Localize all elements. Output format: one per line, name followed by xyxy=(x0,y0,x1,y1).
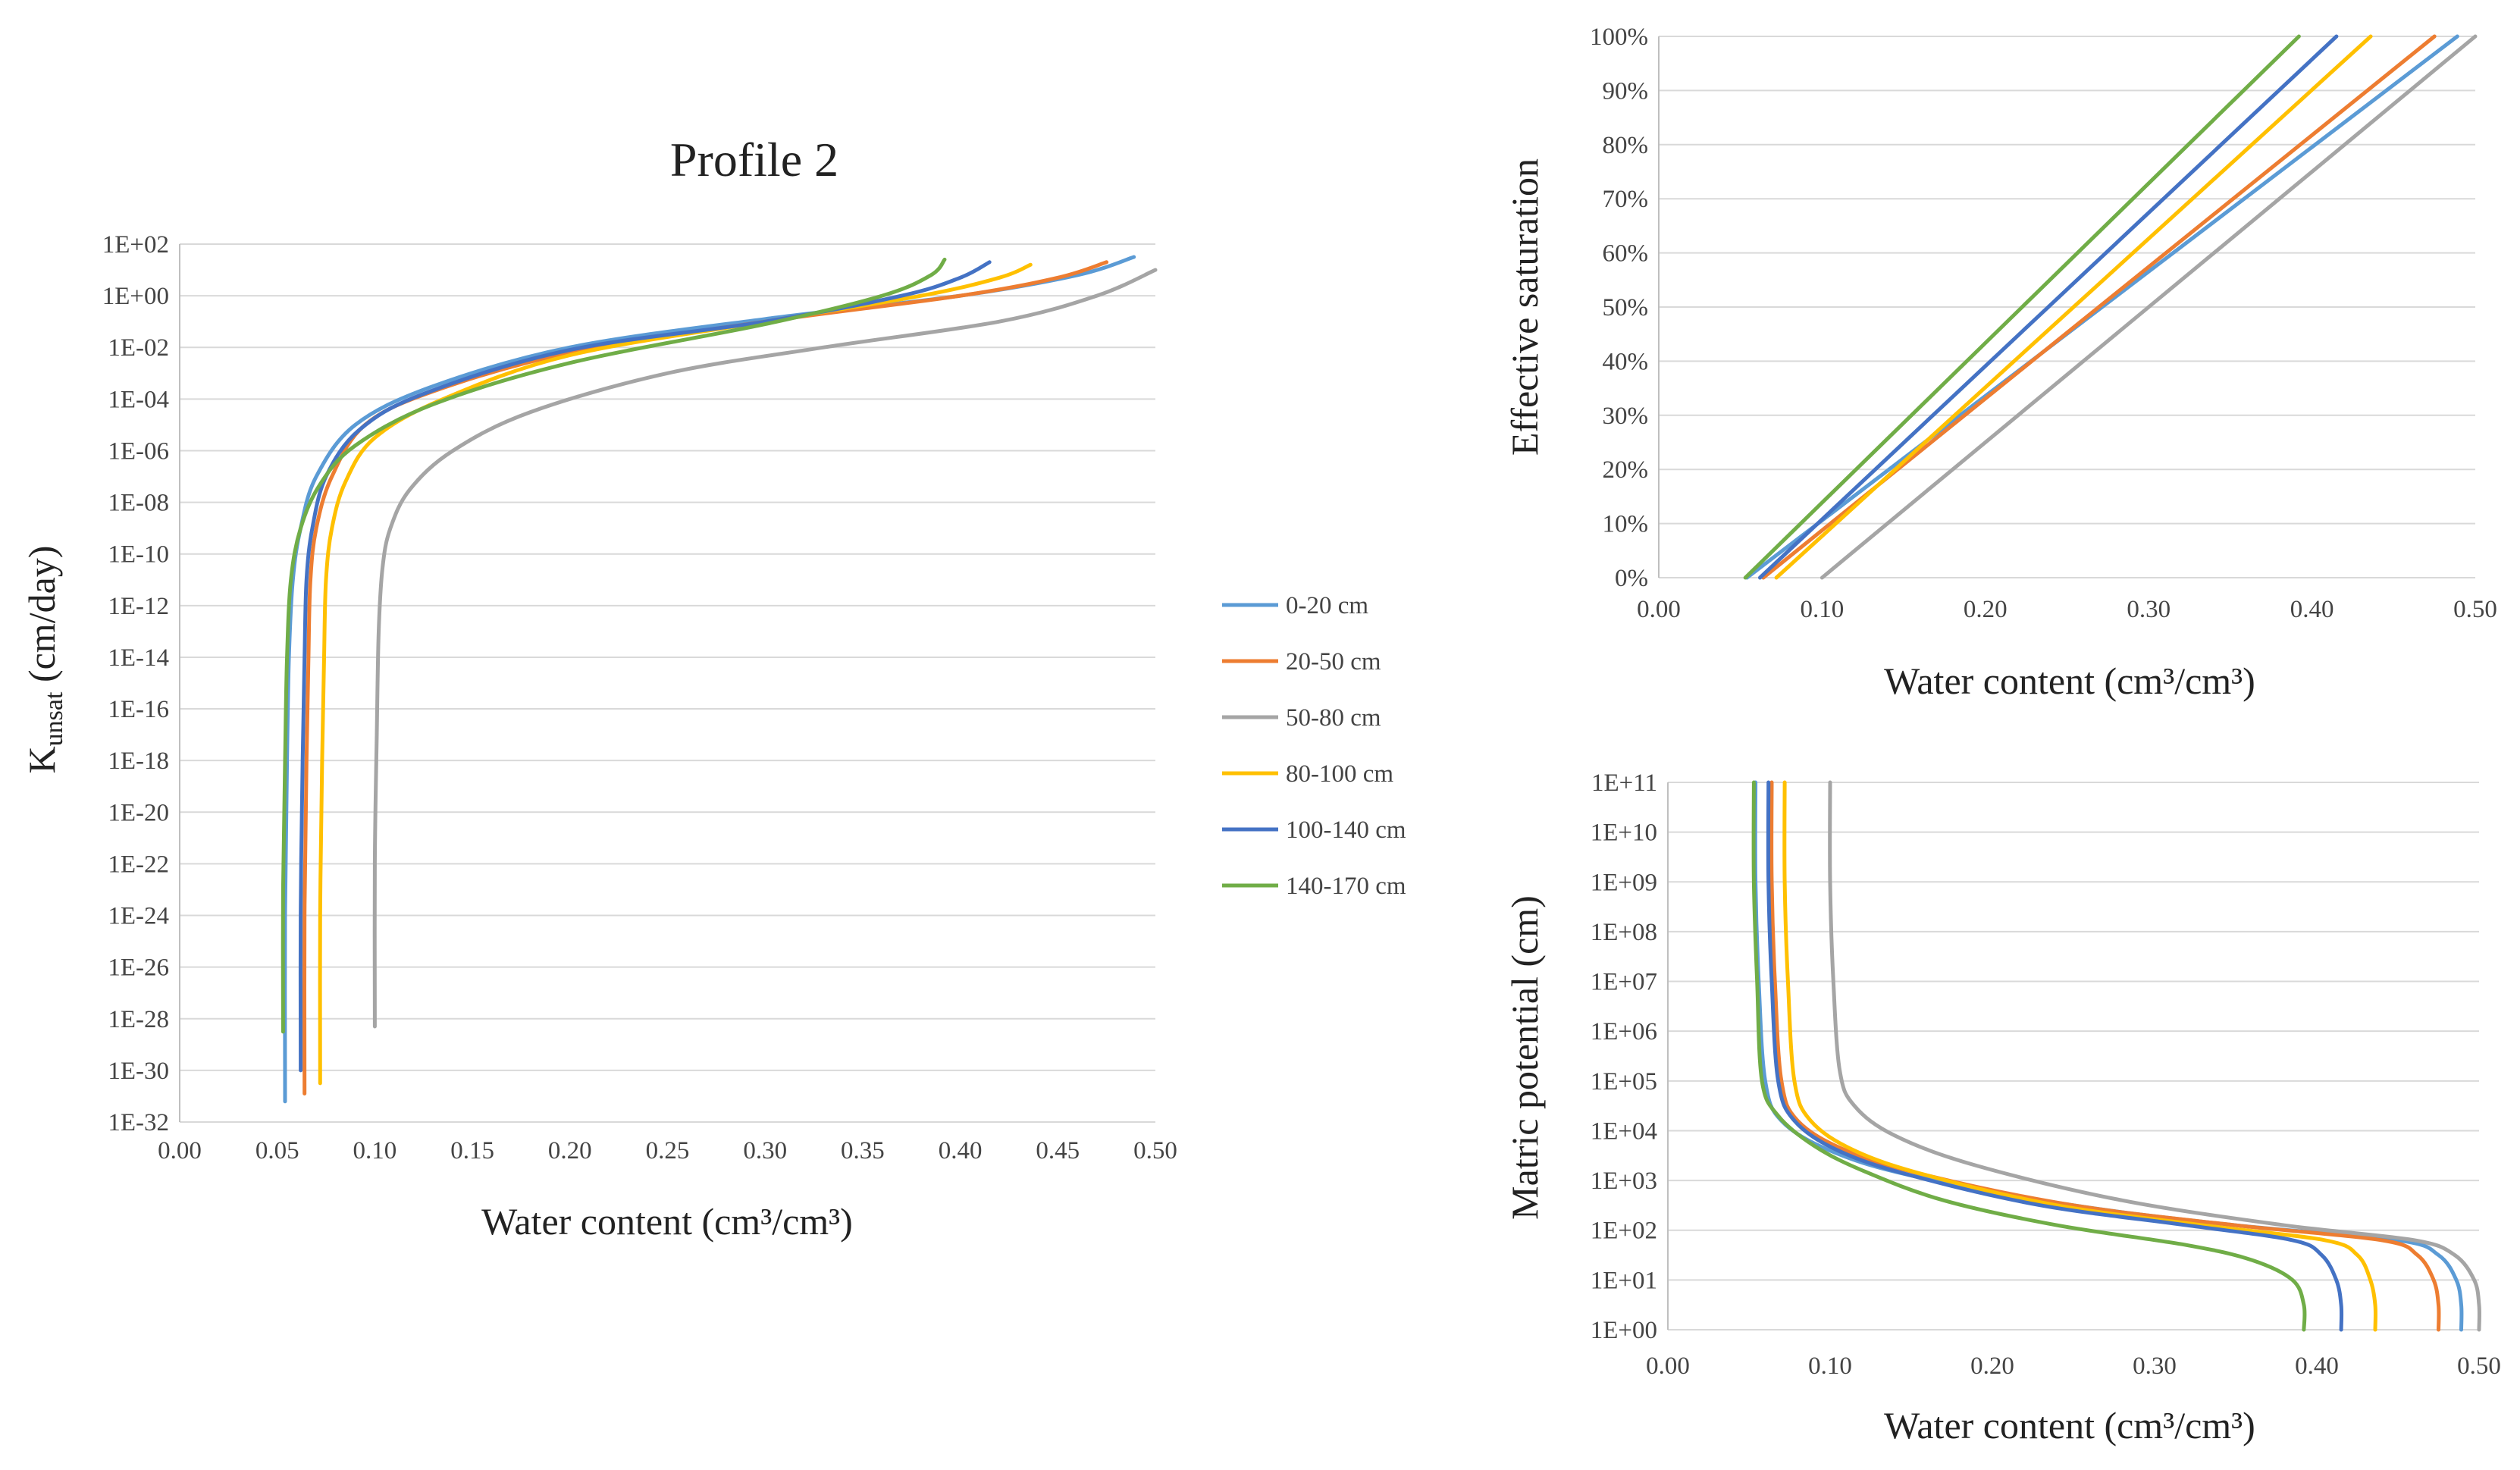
k-x-tick-label: 0.35 xyxy=(841,1137,885,1164)
legend: 0-20 cm 20-50 cm 50-80 cm 80-100 cm 100-140 … xyxy=(1222,592,1406,900)
se-x-tick-label: 0.30 xyxy=(2127,596,2171,623)
mp-y-axis-title: Matric potential (cm) xyxy=(1503,895,1546,1220)
se-x-tick-label: 0.40 xyxy=(2290,596,2334,623)
k-y-tick-label: 1E+00 xyxy=(102,283,169,310)
legend-label-80-100-cm: 80-100 cm xyxy=(1286,760,1393,788)
k-y-tick-label: 1E-04 xyxy=(108,386,169,413)
mp-series-100-140-cm xyxy=(1766,780,2344,1332)
se-y-tick-label: 20% xyxy=(1603,456,1649,484)
se-y-tick-label: 70% xyxy=(1603,186,1649,213)
se-y-tick-label: 0% xyxy=(1615,565,1648,592)
mp-y-tick-label: 1E+00 xyxy=(1591,1317,1657,1344)
mp-series-80-100-cm xyxy=(1782,780,2377,1332)
se-x-tick-label: 0.50 xyxy=(2453,596,2497,623)
k-unsat-chart: Profile 2 1E-32 1E-30 1E-28 1E-26 1E-24 1E-22… xyxy=(20,133,1177,1243)
k-x-tick-label: 0.10 xyxy=(353,1137,397,1164)
legend-label-50-80-cm: 50-80 cm xyxy=(1286,704,1381,732)
k-x-tick-label: 0.30 xyxy=(743,1137,787,1164)
matric-potential-chart: 1E+00 1E+01 1E+02 1E+03 1E+04 1E+05 1E+06 1E+07… xyxy=(1503,769,2501,1446)
se-x-tick-label: 0.00 xyxy=(1637,596,1681,623)
k-x-tick-label: 0.40 xyxy=(939,1137,983,1164)
mp-x-tick-label: 0.30 xyxy=(2133,1352,2177,1380)
mp-y-tick-label: 1E+05 xyxy=(1591,1068,1657,1095)
k-y-tick-label: 1E-20 xyxy=(108,799,169,826)
mp-x-tick-label: 0.00 xyxy=(1646,1352,1690,1380)
mp-x-tick-label: 0.20 xyxy=(1970,1352,2014,1380)
k-y-tick-label: 1E-06 xyxy=(108,437,169,465)
se-y-tick-label: 90% xyxy=(1603,77,1649,105)
se-y-tick-label: 30% xyxy=(1603,403,1649,430)
legend-label-0-20-cm: 0-20 cm xyxy=(1286,592,1368,619)
k-series-20-50-cm xyxy=(302,260,1109,1095)
k-y-tick-label: 1E-24 xyxy=(108,903,169,930)
k-x-tick-label: 0.25 xyxy=(646,1137,690,1164)
legend-label-100-140-cm: 100-140 cm xyxy=(1286,816,1406,844)
k-x-tick-label: 0.45 xyxy=(1036,1137,1080,1164)
mp-y-tick-label: 1E+08 xyxy=(1591,919,1657,946)
k-x-tick-label: 0.50 xyxy=(1133,1137,1177,1164)
se-x-axis-title: Water content (cm³/cm³) xyxy=(1884,660,2255,702)
mp-y-tick-label: 1E+09 xyxy=(1591,869,1657,896)
mp-y-tick-label: 1E+03 xyxy=(1591,1168,1657,1195)
se-series-100-140-cm xyxy=(1758,34,2339,580)
legend-label-20-50-cm: 20-50 cm xyxy=(1286,648,1381,675)
mp-series-140-170-cm xyxy=(1751,780,2307,1332)
se-y-axis-title: Effective saturation xyxy=(1503,158,1546,456)
mp-series-0-20-cm xyxy=(1753,780,2464,1332)
k-y-tick-label: 1E-08 xyxy=(108,490,169,517)
k-y-tick-label: 1E-26 xyxy=(108,954,169,982)
se-x-tick-label: 0.10 xyxy=(1801,596,1845,623)
k-y-axis-title: Kunsat (cm/day) xyxy=(20,546,68,774)
mp-y-tick-label: 1E+04 xyxy=(1591,1117,1657,1145)
mp-x-tick-label: 0.50 xyxy=(2457,1352,2501,1380)
mp-y-tick-label: 1E+11 xyxy=(1591,769,1657,797)
k-x-tick-label: 0.15 xyxy=(450,1137,494,1164)
k-x-tick-label: 0.05 xyxy=(255,1137,299,1164)
k-series-140-170-cm xyxy=(281,257,947,1034)
k-y-tick-label: 1E-02 xyxy=(108,334,169,362)
k-y-tick-label: 1E-16 xyxy=(108,696,169,723)
k-series-0-20-cm xyxy=(283,255,1136,1104)
k-y-tick-label: 1E-32 xyxy=(108,1109,169,1136)
se-y-tick-label: 80% xyxy=(1603,132,1649,159)
mp-y-tick-label: 1E+01 xyxy=(1591,1267,1657,1294)
se-x-tick-label: 0.20 xyxy=(1964,596,2008,623)
se-series-80-100-cm xyxy=(1774,34,2373,580)
mp-y-tick-label: 1E+07 xyxy=(1591,969,1657,996)
effective-saturation-chart: 0% 10% 20% 30% 40% 50% 60% 70% 80% 90% 100% 0.00 0.… xyxy=(1503,24,2497,702)
k-x-tick-label: 0.20 xyxy=(548,1137,592,1164)
mp-y-tick-label: 1E+02 xyxy=(1591,1218,1657,1245)
mp-series-20-50-cm xyxy=(1769,780,2441,1332)
k-series-50-80-cm xyxy=(372,268,1158,1029)
k-y-tick-label: 1E-12 xyxy=(108,593,169,620)
k-x-axis-title: Water content (cm³/cm³) xyxy=(481,1200,853,1243)
mp-x-tick-label: 0.10 xyxy=(1808,1352,1852,1380)
mp-series-50-80-cm xyxy=(1828,780,2481,1332)
k-y-tick-label: 1E-22 xyxy=(108,851,169,878)
mp-x-axis-title: Water content (cm³/cm³) xyxy=(1884,1404,2255,1446)
se-series-140-170-cm xyxy=(1743,34,2301,580)
mp-y-tick-label: 1E+06 xyxy=(1591,1018,1657,1045)
k-y-tick-label: 1E-30 xyxy=(108,1058,169,1085)
se-y-tick-label: 10% xyxy=(1603,511,1649,538)
mp-y-tick-label: 1E+10 xyxy=(1591,820,1657,847)
k-y-tick-label: 1E-14 xyxy=(108,644,169,672)
se-series-20-50-cm xyxy=(1761,34,2437,580)
k-y-tick-label: 1E-28 xyxy=(108,1006,169,1033)
k-x-tick-label: 0.00 xyxy=(158,1137,202,1164)
k-series-100-140-cm xyxy=(298,260,992,1073)
chart-title: Profile 2 xyxy=(670,133,838,186)
k-y-tick-label: 1E-18 xyxy=(108,748,169,775)
se-y-tick-label: 50% xyxy=(1603,294,1649,321)
se-y-tick-label: 100% xyxy=(1590,24,1648,51)
se-y-tick-label: 40% xyxy=(1603,348,1649,375)
k-y-tick-label: 1E-10 xyxy=(108,541,169,569)
se-y-tick-label: 60% xyxy=(1603,240,1649,268)
legend-label-140-170-cm: 140-170 cm xyxy=(1286,873,1406,900)
mp-x-tick-label: 0.40 xyxy=(2295,1352,2339,1380)
se-series-50-80-cm xyxy=(1819,34,2478,580)
k-y-tick-label: 1E+02 xyxy=(102,231,169,259)
